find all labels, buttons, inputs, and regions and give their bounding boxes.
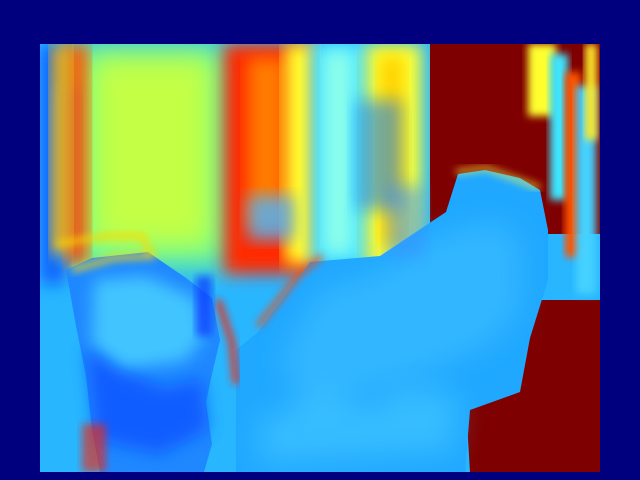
scene-content bbox=[40, 44, 600, 472]
